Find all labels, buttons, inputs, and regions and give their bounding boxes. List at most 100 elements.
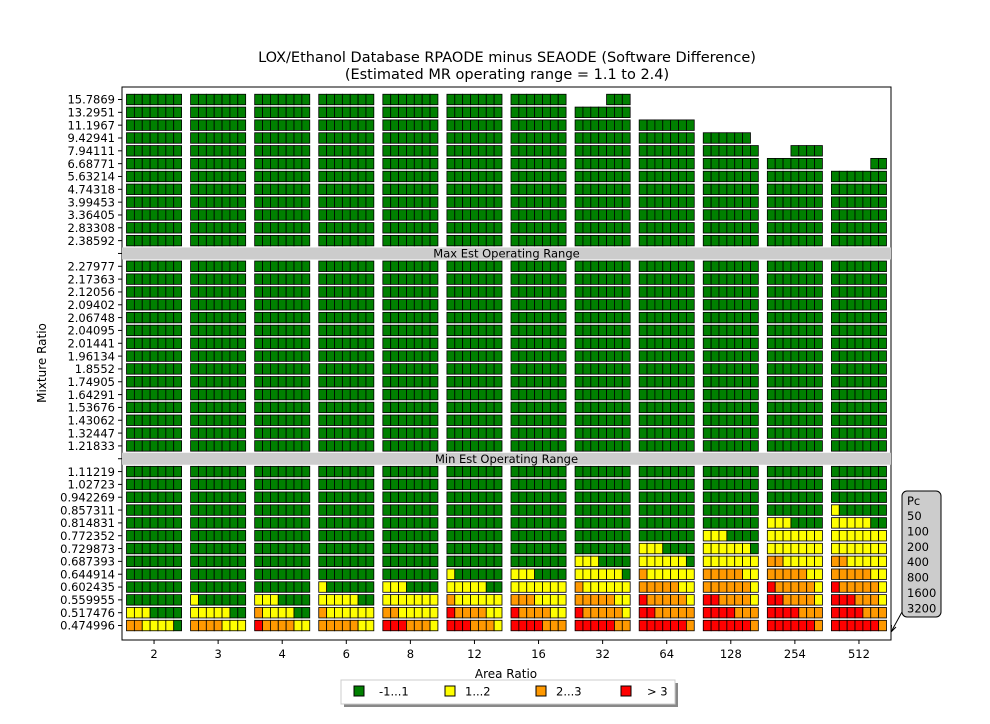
- heatmap-cell: [133, 427, 143, 439]
- heatmap-cell: [141, 568, 151, 580]
- heatmap-cell: [510, 311, 520, 324]
- heatmap-cell: [654, 260, 664, 272]
- heatmap-cell: [766, 324, 776, 337]
- heatmap-cell: [518, 234, 528, 247]
- heatmap-cell: [462, 491, 471, 503]
- heatmap-cell: [269, 530, 279, 542]
- heatmap-cell: [726, 530, 736, 542]
- heatmap-cell: [326, 594, 335, 606]
- heatmap-cell: [662, 542, 672, 555]
- heatmap-cell: [205, 491, 215, 503]
- heatmap-cell: [702, 132, 712, 144]
- heatmap-cell: [285, 376, 295, 388]
- heatmap-cell: [782, 157, 792, 170]
- heatmap-cell: [614, 350, 623, 362]
- heatmap-cell: [846, 542, 856, 555]
- heatmap-cell: [269, 401, 279, 414]
- heatmap-cell: [198, 401, 207, 414]
- heatmap-cell: [221, 157, 231, 170]
- heatmap-cell: [341, 376, 351, 388]
- heatmap-cell: [157, 286, 167, 298]
- heatmap-cell: [413, 440, 423, 452]
- heatmap-cell: [198, 594, 207, 606]
- heatmap-cell: [614, 196, 623, 208]
- heatmap-cell: [854, 363, 864, 375]
- heatmap-cell: [846, 324, 856, 337]
- heatmap-cell: [254, 260, 263, 272]
- heatmap-cell: [334, 619, 343, 632]
- heatmap-cell: [229, 145, 239, 157]
- heatmap-cell: [838, 530, 848, 542]
- heatmap-cell: [806, 337, 815, 349]
- heatmap-cell: [814, 517, 823, 529]
- heatmap-cell: [173, 414, 182, 426]
- heatmap-cell: [782, 517, 792, 529]
- heatmap-cell: [790, 607, 800, 619]
- heatmap-cell: [862, 619, 872, 632]
- heatmap-cell: [678, 427, 687, 439]
- heatmap-cell: [614, 234, 623, 247]
- heatmap-cell: [398, 222, 407, 234]
- heatmap-cell: [662, 350, 672, 362]
- heatmap-cell: [173, 196, 182, 208]
- heatmap-cell: [454, 234, 464, 247]
- heatmap-cell: [229, 286, 239, 298]
- heatmap-cell: [413, 299, 423, 311]
- heatmap-cell: [590, 530, 600, 542]
- heatmap-cell: [806, 594, 815, 606]
- heatmap-cell: [718, 311, 728, 324]
- heatmap-cell: [806, 504, 815, 516]
- heatmap-cell: [141, 581, 151, 593]
- heatmap-cell: [190, 183, 199, 195]
- heatmap-cell: [254, 465, 263, 478]
- heatmap-cell: [870, 170, 880, 183]
- heatmap-cell: [190, 376, 199, 388]
- heatmap-cell: [318, 286, 328, 298]
- heatmap-cell: [742, 555, 751, 568]
- heatmap-cell: [293, 517, 303, 529]
- heatmap-cell: [718, 324, 728, 337]
- heatmap-cell: [213, 376, 223, 388]
- heatmap-cell: [446, 619, 456, 632]
- heatmap-cell: [750, 504, 759, 516]
- heatmap-cell: [213, 594, 223, 606]
- heatmap-cell: [229, 209, 239, 221]
- heatmap-cell: [357, 350, 367, 362]
- heatmap-cell: [390, 491, 399, 503]
- heatmap-cell: [742, 542, 751, 555]
- heatmap-cell: [406, 145, 415, 157]
- heatmap-cell: [429, 414, 439, 426]
- heatmap-cell: [462, 388, 471, 401]
- heatmap-cell: [614, 542, 623, 555]
- heatmap-cell: [606, 555, 615, 568]
- heatmap-cell: [766, 311, 776, 324]
- heatmap-cell: [742, 157, 751, 170]
- heatmap-cell: [646, 299, 656, 311]
- heatmap-cell: [429, 363, 439, 375]
- heatmap-cell: [237, 607, 247, 619]
- heatmap-cell: [190, 299, 199, 311]
- heatmap-cell: [870, 465, 880, 478]
- heatmap-cell: [662, 234, 672, 247]
- heatmap-cell: [854, 311, 864, 324]
- heatmap-cell: [606, 542, 615, 555]
- heatmap-cell: [334, 273, 343, 285]
- heatmap-cell: [365, 324, 375, 337]
- heatmap-cell: [774, 491, 784, 503]
- heatmap-cell: [685, 119, 695, 131]
- heatmap-cell: [574, 209, 584, 221]
- heatmap-cell: [662, 530, 672, 542]
- heatmap-cell: [766, 222, 776, 234]
- heatmap-cell: [574, 517, 584, 529]
- heatmap-cell: [390, 504, 399, 516]
- heatmap-cell: [390, 607, 399, 619]
- heatmap-cell: [262, 132, 271, 144]
- heatmap-cell: [341, 119, 351, 131]
- heatmap-cell: [285, 311, 295, 324]
- heatmap-cell: [638, 581, 648, 593]
- heatmap-cell: [574, 324, 584, 337]
- heatmap-cell: [726, 555, 736, 568]
- heatmap-cell: [678, 517, 687, 529]
- heatmap-cell: [526, 555, 536, 568]
- heatmap-cell: [710, 530, 720, 542]
